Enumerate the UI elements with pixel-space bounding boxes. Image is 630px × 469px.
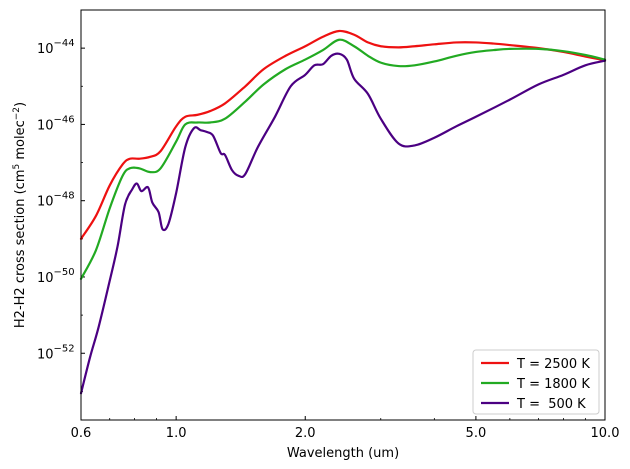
- y-axis-label-mid: molec: [13, 120, 28, 164]
- y-axis-label-sup-2: −2: [12, 107, 22, 120]
- series-line-2: [79, 52, 607, 395]
- x-tick-label: 10.0: [591, 426, 620, 441]
- series-layer: [79, 29, 607, 395]
- legend-label-2: T = 500 K: [516, 397, 586, 412]
- y-tick-exponent: −52: [54, 343, 75, 354]
- y-tick-exponent: −50: [54, 267, 75, 278]
- y-tick-label: 10−50: [37, 267, 75, 286]
- x-tick-label: 0.6: [71, 426, 92, 441]
- y-tick-label: 10−48: [37, 191, 75, 210]
- y-tick-exponent: −48: [54, 191, 75, 202]
- y-tick-label: 10−52: [37, 343, 75, 362]
- y-tick-label: 10−44: [37, 38, 75, 57]
- y-axis-label: H2-H2 cross section (cm5 molec−2): [12, 102, 28, 328]
- x-axis-ticks: 0.6 1.0 2.0 5.0 10.0: [71, 416, 620, 441]
- legend: T = 2500 K T = 1800 K T = 500 K: [472, 349, 600, 415]
- x-tick-label: 2.0: [295, 426, 316, 441]
- y-tick-exponent: −44: [54, 38, 75, 49]
- legend-box: [472, 349, 600, 415]
- x-tick-label: 1.0: [166, 426, 187, 441]
- y-tick-base: 10: [37, 42, 54, 57]
- y-tick-label: 10−46: [37, 114, 75, 133]
- legend-label-0: T = 2500 K: [516, 357, 590, 372]
- y-tick-base: 10: [37, 347, 54, 362]
- y-axis-label-prefix: H2-H2 cross section (cm: [13, 170, 28, 329]
- y-tick-base: 10: [37, 118, 54, 133]
- x-tick-label: 5.0: [466, 426, 487, 441]
- y-tick-base: 10: [37, 195, 54, 210]
- y-tick-base: 10: [37, 271, 54, 286]
- y-tick-exponent: −46: [54, 114, 75, 125]
- plot-frame: [80, 9, 606, 421]
- y-axis-label-suffix: ): [13, 102, 28, 107]
- series-line-0: [79, 29, 607, 240]
- series-line-1: [79, 38, 607, 280]
- x-axis-label: Wavelength (um): [287, 446, 399, 461]
- legend-label-1: T = 1800 K: [516, 377, 590, 392]
- y-axis-label-sup-1: 5: [12, 164, 22, 170]
